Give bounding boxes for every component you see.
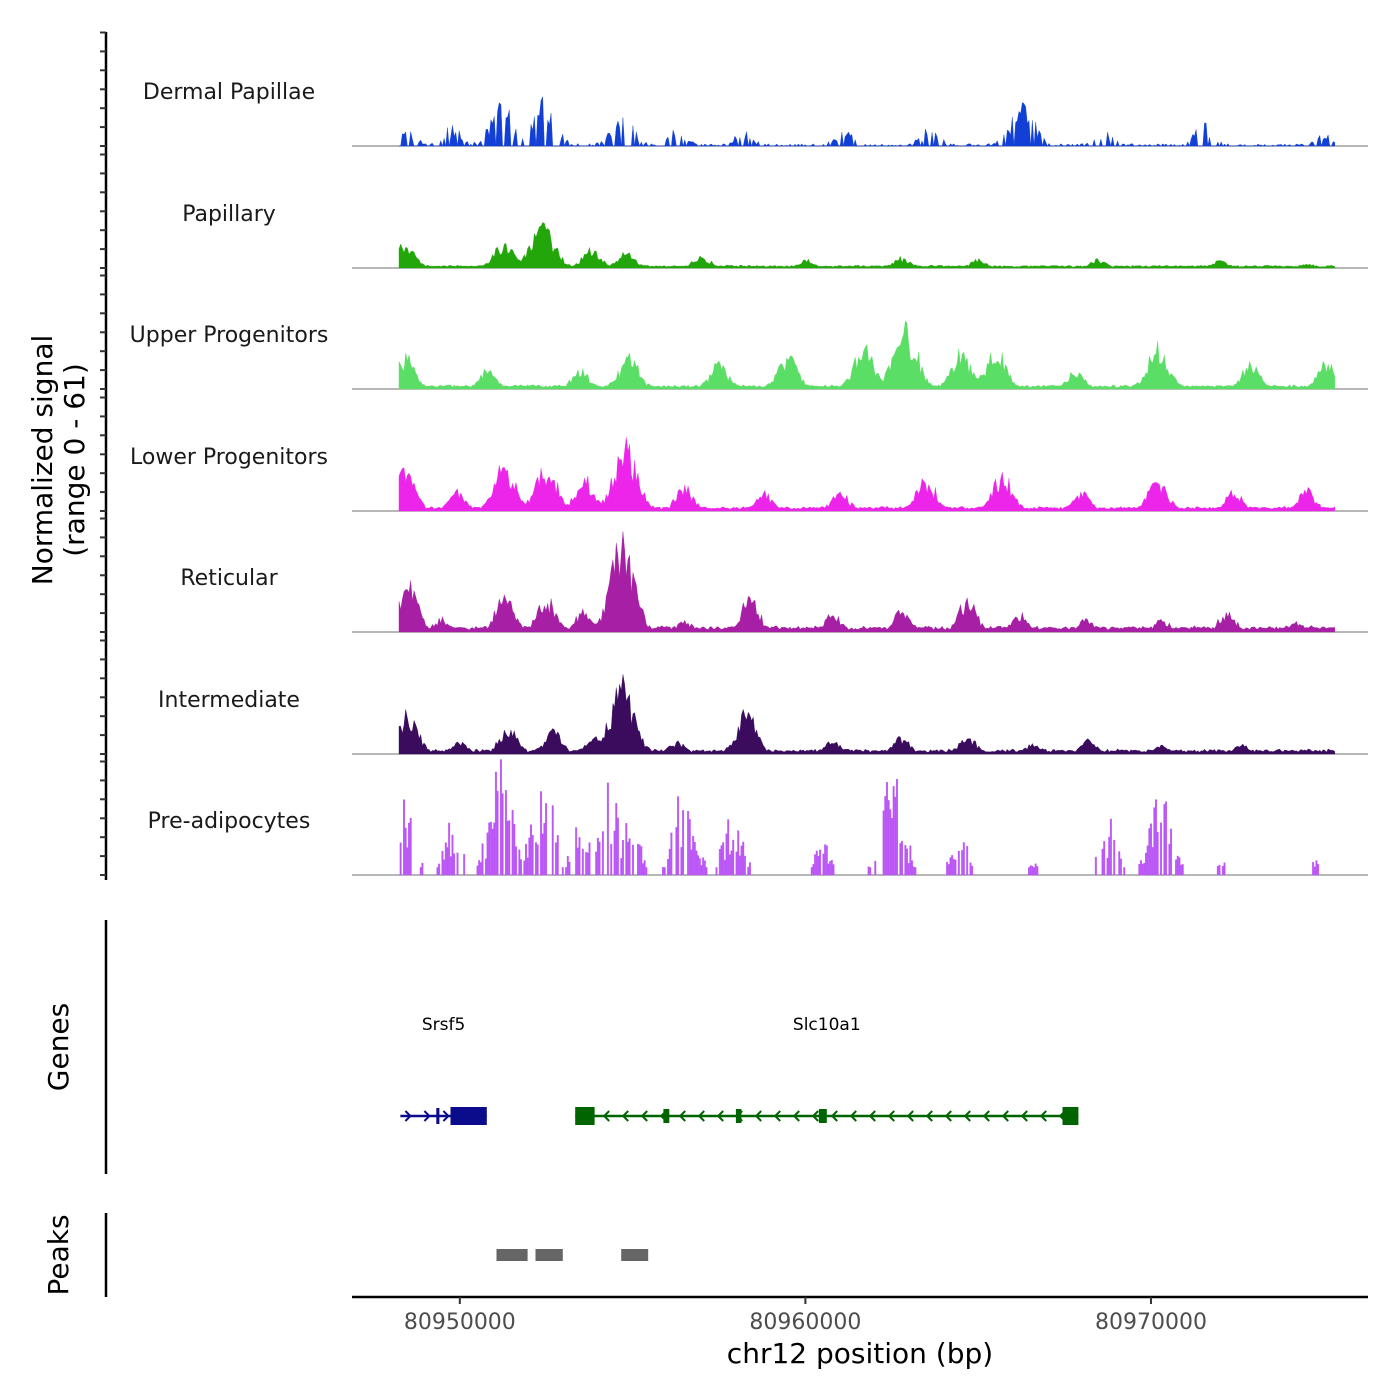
x-axis: 80950000 80960000 80970000	[352, 1295, 1368, 1335]
strand-arrow	[830, 1110, 838, 1122]
exon	[450, 1107, 487, 1125]
strand-arrow	[868, 1110, 876, 1122]
track-label: Pre-adipocytes	[148, 809, 311, 834]
strand-arrow	[792, 1110, 800, 1122]
track-label: Lower Progenitors	[130, 445, 328, 470]
coverage-tracks: Dermal Papillae Papillary Upper Progenitor…	[130, 80, 1368, 876]
gene-slc10a1: Slc10a1	[575, 1015, 1079, 1125]
x-tick-label: 80970000	[1095, 1310, 1207, 1335]
strand-arrow	[602, 1110, 610, 1122]
track-upper-progenitors: Upper Progenitors	[130, 320, 1368, 390]
genes-panel-title: Genes	[42, 1003, 75, 1091]
strand-arrow	[849, 1110, 857, 1122]
x-axis-title: chr12 position (bp)	[727, 1337, 993, 1370]
signal-area	[399, 96, 1336, 147]
y-axis-title-line2: (range 0 - 61)	[58, 363, 91, 557]
gene-label: Slc10a1	[793, 1015, 861, 1035]
signal-area	[398, 531, 1336, 633]
track-lower-progenitors: Lower Progenitors	[130, 437, 1368, 512]
signal-y-axis	[100, 31, 108, 880]
peaks-panel-title: Peaks	[42, 1214, 75, 1295]
peak-region	[621, 1249, 649, 1261]
strand-arrow	[906, 1110, 914, 1122]
strand-arrow	[442, 1110, 450, 1122]
track-label: Reticular	[180, 566, 278, 591]
strand-arrow	[925, 1110, 933, 1122]
peak-region	[535, 1249, 563, 1261]
track-pre-adipocytes: Pre-adipocytes	[148, 759, 1368, 876]
signal-area	[399, 759, 1320, 876]
strand-arrow	[423, 1110, 431, 1122]
track-papillary: Papillary	[182, 202, 1368, 269]
gene-label: Srsf5	[422, 1015, 465, 1035]
strand-arrow	[640, 1110, 648, 1122]
strand-arrow	[754, 1110, 762, 1122]
exon	[735, 1109, 742, 1123]
exon	[1062, 1107, 1079, 1125]
x-tick-label: 80950000	[404, 1310, 516, 1335]
signal-area	[398, 222, 1336, 269]
track-label: Intermediate	[158, 688, 300, 713]
peaks-panel	[496, 1249, 649, 1261]
strand-arrow	[944, 1110, 952, 1122]
signal-area	[398, 674, 1336, 755]
peak-region	[496, 1249, 528, 1261]
strand-arrow	[716, 1110, 724, 1122]
exon	[663, 1109, 670, 1123]
strand-arrow	[697, 1110, 705, 1122]
track-dermal-papillae: Dermal Papillae	[143, 80, 1368, 147]
signal-area	[398, 437, 1336, 512]
track-label: Dermal Papillae	[143, 80, 315, 105]
track-reticular: Reticular	[180, 531, 1368, 633]
strand-arrow	[404, 1110, 412, 1122]
exon	[436, 1108, 440, 1124]
track-label: Upper Progenitors	[130, 323, 329, 348]
strand-arrow	[811, 1110, 819, 1122]
strand-arrow	[678, 1110, 686, 1122]
exon	[575, 1107, 595, 1125]
genes-panel: Srsf5 Slc10a1	[400, 1015, 1079, 1125]
gene-srsf5: Srsf5	[400, 1015, 487, 1125]
strand-arrow	[621, 1110, 629, 1122]
strand-arrow	[773, 1110, 781, 1122]
strand-arrow	[982, 1110, 990, 1122]
strand-arrow	[887, 1110, 895, 1122]
strand-arrow	[1020, 1110, 1028, 1122]
strand-arrow	[1001, 1110, 1009, 1122]
strand-arrow	[963, 1110, 971, 1122]
x-tick-label: 80960000	[749, 1310, 861, 1335]
signal-area	[398, 320, 1336, 390]
track-intermediate: Intermediate	[158, 674, 1368, 755]
y-axis-title-line1: Normalized signal	[26, 335, 59, 586]
track-label: Papillary	[182, 202, 276, 227]
exon	[818, 1109, 827, 1123]
strand-arrow	[1039, 1110, 1047, 1122]
